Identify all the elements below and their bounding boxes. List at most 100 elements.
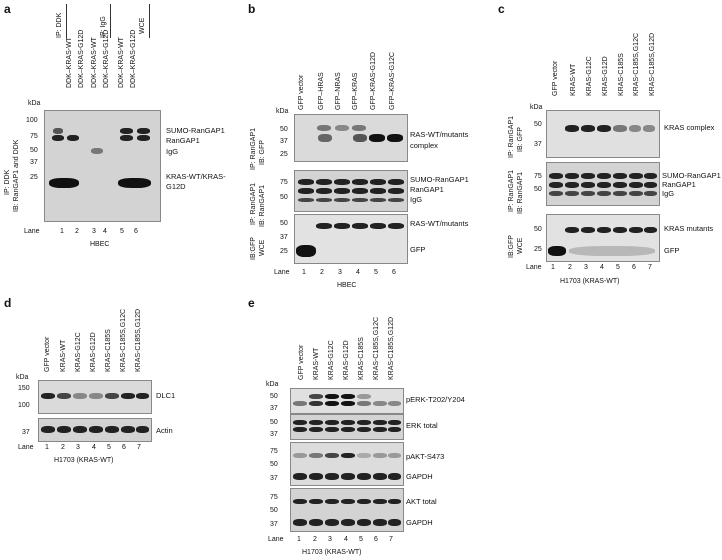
marker-label: 75 [30, 133, 38, 140]
side-label: IP: RanGAP1 [508, 169, 515, 212]
lane-header: GFP–NRAS [335, 72, 342, 110]
marker-label: 100 [26, 117, 38, 124]
band-label: GAPDH [406, 472, 433, 481]
lane-number: 2 [320, 269, 324, 276]
lane-number: 1 [551, 264, 555, 271]
cell-line-label: HBEC [90, 241, 110, 248]
kda-label: kDa [530, 104, 543, 111]
lane-header: DDK–KRAS-G12D [78, 29, 85, 88]
lane-number: 6 [392, 269, 396, 276]
panel-e-letter: e [248, 296, 255, 310]
marker-label: 37 [270, 431, 278, 438]
blot-image [290, 442, 404, 486]
lane-header: KRAS-G12C [75, 332, 82, 372]
blot-image [546, 162, 660, 206]
lane-number: 3 [76, 444, 80, 451]
lane-header: GFP vector [552, 60, 559, 96]
marker-label: 37 [270, 475, 278, 482]
lane-header: KRAS-WT [60, 339, 67, 372]
lane-number: 2 [568, 264, 572, 271]
band-label: KRAS mutants [664, 224, 714, 233]
marker-label: 37 [280, 234, 288, 241]
blot-image [44, 110, 161, 222]
kda-label: kDa [266, 381, 279, 388]
band-label: G12D [166, 182, 186, 191]
lane-number: 5 [107, 444, 111, 451]
band-label: IgG [410, 195, 423, 204]
band-label: GFP [410, 245, 426, 254]
lane-header: KRAS-C185S,G12D [135, 308, 142, 372]
wce-header: WCE [139, 17, 146, 34]
marker-label: 150 [18, 385, 30, 392]
band-label: IgG [662, 189, 675, 198]
lane-number: 2 [313, 536, 317, 543]
lane-header: GFP–KRAS-G12D [370, 52, 377, 110]
band-label: RAS-WT/mutants [410, 130, 469, 139]
lane-header: DDK–KRAS-WT [66, 37, 73, 88]
band-label: KRAS complex [664, 123, 715, 132]
lane-number: 1 [297, 536, 301, 543]
lane-number: 5 [374, 269, 378, 276]
blot-image [546, 110, 660, 158]
lane-number: 6 [122, 444, 126, 451]
marker-label: 75 [270, 448, 278, 455]
marker-label: 25 [30, 174, 38, 181]
marker-label: 50 [534, 121, 542, 128]
side-label: IB:GFP [250, 237, 257, 260]
lane-number: 4 [600, 264, 604, 271]
lane-number: 7 [389, 536, 393, 543]
cell-line-label: H1703 (KRAS-WT) [54, 457, 114, 464]
lane-word: Lane [24, 228, 40, 235]
panel-c-letter: c [498, 2, 505, 16]
marker-label: 37 [22, 429, 30, 436]
band-label: ERK total [406, 421, 438, 430]
marker-label: 50 [534, 226, 542, 233]
lane-header: GFP vector [44, 336, 51, 372]
marker-label: 50 [270, 419, 278, 426]
lane-number: 3 [584, 264, 588, 271]
marker-label: 75 [270, 494, 278, 501]
group-bracket [110, 4, 111, 38]
blot-image [546, 214, 660, 262]
lane-number: 6 [134, 228, 138, 235]
blot-image [290, 388, 404, 414]
lane-header: KRAS-C185S,G12C [373, 316, 380, 380]
marker-label: 25 [534, 246, 542, 253]
band-label: SUMO-RanGAP1 [662, 171, 721, 180]
band-label: pAKT-S473 [406, 452, 445, 461]
lane-number: 3 [328, 536, 332, 543]
lane-number: 6 [374, 536, 378, 543]
band-label: IgG [166, 147, 179, 156]
lane-number: 1 [302, 269, 306, 276]
side-label: WCE [259, 239, 266, 256]
lane-number: 4 [92, 444, 96, 451]
marker-label: 75 [534, 173, 542, 180]
side-label: IP: RanGAP1 [508, 115, 515, 158]
cell-line-label: H1703 (KRAS-WT) [560, 278, 620, 285]
band-label: RanGAP1 [410, 185, 444, 194]
lane-header: KRAS-C185S [105, 329, 112, 372]
band-label: SUMO-RanGAP1 [410, 175, 469, 184]
lane-header: GFP vector [298, 74, 305, 110]
lane-number: 4 [344, 536, 348, 543]
lane-number: 2 [61, 444, 65, 451]
lane-header: KRAS-C185S [618, 53, 625, 96]
side-label: IB: GFP [517, 127, 524, 152]
marker-label: 50 [280, 194, 288, 201]
lane-number: 5 [120, 228, 124, 235]
lane-header: KRAS-C185S,G12C [633, 32, 640, 96]
lane-header: KRAS-C185S,G12D [649, 32, 656, 96]
band-label: GAPDH [406, 518, 433, 527]
side-label: IB:GFP [508, 235, 515, 258]
ip-ddk-header: IP: DDK [56, 12, 63, 38]
lane-header: KRAS-G12D [90, 332, 97, 372]
panel-a-letter: a [4, 2, 11, 16]
lane-word: Lane [526, 264, 542, 271]
lane-header: KRAS-C185S,G12C [120, 308, 127, 372]
lane-header: DDK–KRAS-WT [91, 37, 98, 88]
lane-number: 7 [137, 444, 141, 451]
lane-header: KRAS-WT [313, 347, 320, 380]
side-label: IB: RanGAP1 and DDK [13, 139, 20, 212]
panel-b-letter: b [248, 2, 256, 16]
band-label: RanGAP1 [166, 136, 200, 145]
